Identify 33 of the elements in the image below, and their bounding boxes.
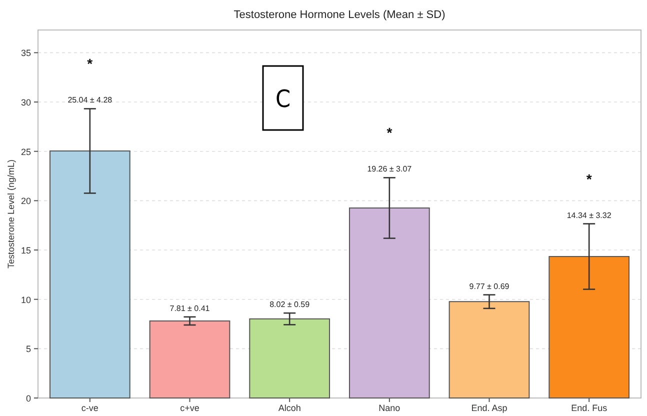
bar bbox=[548, 256, 630, 398]
y-tick-label: 35 bbox=[20, 48, 31, 58]
annotation: C bbox=[275, 85, 291, 113]
bar bbox=[348, 207, 430, 398]
bar bbox=[448, 301, 530, 398]
bar bbox=[49, 150, 130, 398]
annotation: * bbox=[386, 124, 393, 141]
annotation: 9.77 ± 0.69 bbox=[469, 282, 510, 291]
x-tick-label: Nano bbox=[378, 403, 400, 413]
y-axis-title: Testosterone Level (ng/mL) bbox=[6, 159, 16, 269]
x-tick-label: Alcoh bbox=[278, 403, 301, 413]
y-tick-label: 30 bbox=[20, 98, 31, 108]
x-tick-label: c+ve bbox=[180, 403, 200, 413]
y-tick-label: 25 bbox=[20, 146, 31, 157]
annotation: 19.26 ± 3.07 bbox=[367, 164, 412, 174]
annotation: 8.02 ± 0.59 bbox=[270, 300, 310, 310]
annotation: * bbox=[87, 56, 94, 72]
annotation: 25.04 ± 4.28 bbox=[68, 96, 113, 105]
x-tick-label: c-ve bbox=[81, 403, 98, 413]
annotation: 14.34 ± 3.32 bbox=[566, 210, 612, 220]
y-tick-label: 10 bbox=[20, 294, 31, 305]
y-tick-label: 0 bbox=[26, 394, 31, 404]
y-tick-label: 5 bbox=[26, 344, 31, 354]
bar bbox=[249, 318, 330, 398]
x-tick-label: End. Fus bbox=[571, 403, 608, 413]
annotation: 7.81 ± 0.41 bbox=[170, 304, 210, 313]
bar bbox=[149, 320, 230, 398]
annotation: * bbox=[586, 170, 592, 187]
panel-letter-frame: C bbox=[262, 65, 304, 131]
y-tick-label: 15 bbox=[20, 246, 31, 256]
x-tick-label: End. Asp bbox=[471, 403, 508, 413]
y-tick-label: 20 bbox=[20, 196, 31, 206]
chart-title: Testosterone Hormone Levels (Mean ± SD) bbox=[234, 9, 446, 21]
